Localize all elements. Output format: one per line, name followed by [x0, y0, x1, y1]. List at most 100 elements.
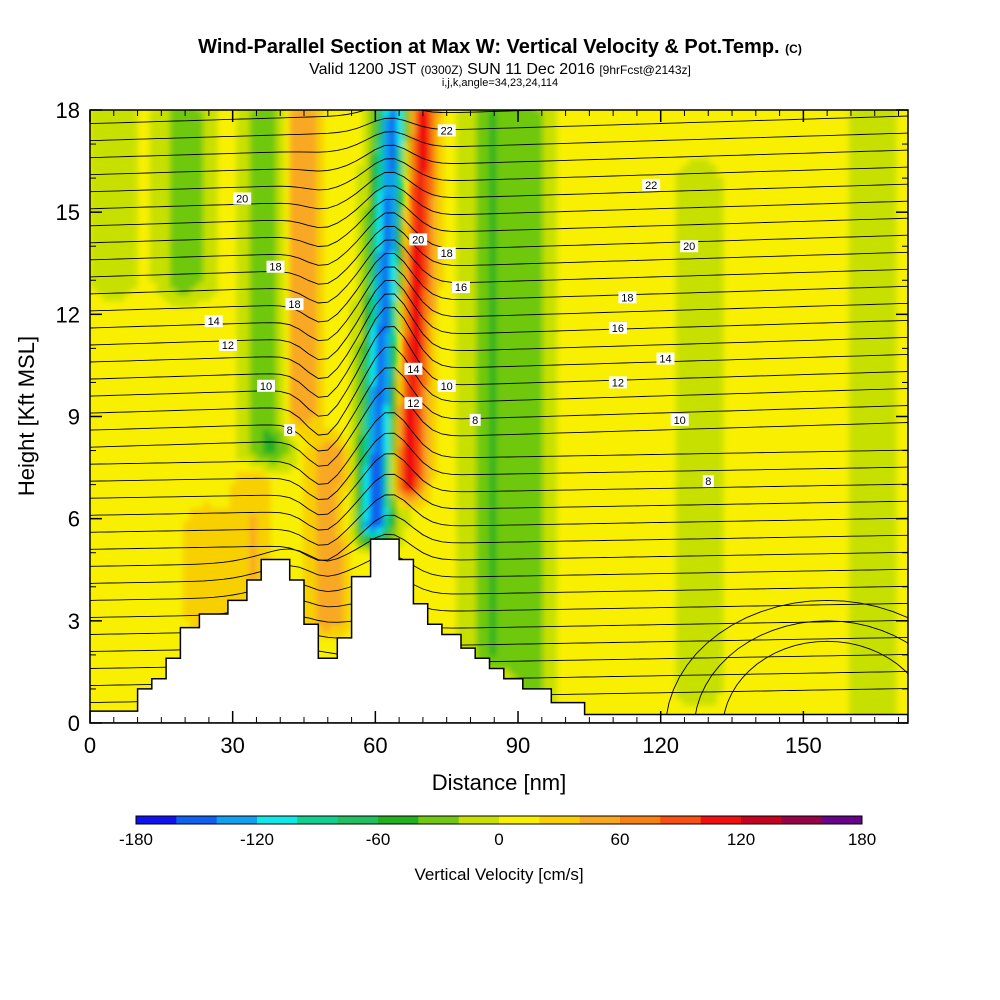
- velocity-cell: [209, 600, 218, 608]
- velocity-cell: [389, 140, 398, 148]
- velocity-cell: [709, 441, 717, 448]
- velocity-cell: [163, 281, 171, 289]
- velocity-cell: [289, 324, 298, 332]
- velocity-cell: [502, 637, 511, 645]
- velocity-cell: [309, 293, 318, 301]
- velocity-cell: [849, 680, 857, 687]
- velocity-cell: [383, 459, 391, 467]
- velocity-cell: [149, 251, 158, 258]
- velocity-cell: [409, 128, 418, 136]
- velocity-cell: [542, 251, 551, 258]
- velocity-cell: [336, 612, 344, 620]
- velocity-cell: [123, 189, 131, 197]
- velocity-cell: [536, 318, 544, 326]
- velocity-cell: [516, 624, 524, 632]
- velocity-cell: [456, 422, 464, 430]
- velocity-cell: [363, 300, 371, 307]
- velocity-cell: [316, 140, 324, 148]
- velocity-cell: [263, 165, 271, 173]
- velocity-cell: [476, 624, 484, 632]
- velocity-cell: [462, 441, 471, 448]
- velocity-cell: [549, 526, 557, 534]
- velocity-cell: [849, 434, 857, 442]
- velocity-cell: [149, 257, 158, 264]
- velocity-cell: [549, 202, 557, 209]
- velocity-cell: [509, 244, 517, 252]
- velocity-cell: [682, 410, 691, 418]
- velocity-cell: [522, 410, 531, 418]
- velocity-cell: [469, 594, 477, 602]
- velocity-cell: [196, 582, 204, 589]
- velocity-cell: [502, 502, 511, 510]
- velocity-cell: [849, 257, 857, 264]
- velocity-cell: [542, 336, 551, 344]
- velocity-cell: [296, 336, 304, 344]
- velocity-cell: [522, 349, 531, 356]
- velocity-cell: [496, 318, 504, 326]
- velocity-cell: [542, 208, 551, 215]
- velocity-cell: [402, 342, 411, 350]
- velocity-cell: [103, 159, 111, 166]
- velocity-cell: [289, 220, 298, 228]
- velocity-cell: [536, 643, 544, 651]
- velocity-cell: [715, 490, 724, 497]
- velocity-cell: [116, 128, 125, 136]
- chart-title-tag: (C): [785, 42, 802, 56]
- velocity-cell: [695, 159, 704, 166]
- velocity-cell: [336, 624, 344, 632]
- velocity-cell: [549, 342, 557, 350]
- velocity-cell: [243, 367, 251, 375]
- velocity-cell: [709, 238, 717, 246]
- velocity-cell: [416, 146, 424, 154]
- velocity-cell: [482, 385, 491, 393]
- velocity-cell: [203, 257, 211, 264]
- velocity-cell: [356, 520, 364, 528]
- velocity-cell: [356, 165, 364, 173]
- velocity-cell: [236, 287, 244, 295]
- velocity-cell: [862, 533, 870, 540]
- velocity-cell: [183, 177, 191, 185]
- velocity-cell: [236, 428, 244, 436]
- velocity-cell: [849, 520, 857, 528]
- velocity-cell: [849, 208, 857, 215]
- velocity-cell: [422, 355, 431, 363]
- velocity-cell: [402, 428, 411, 436]
- velocity-cell: [489, 306, 497, 314]
- velocity-cell: [482, 441, 491, 448]
- velocity-cell: [396, 152, 404, 160]
- velocity-cell: [189, 618, 198, 626]
- velocity-cell: [369, 490, 378, 497]
- velocity-cell: [429, 232, 438, 240]
- velocity-cell: [383, 300, 391, 307]
- velocity-cell: [396, 441, 404, 448]
- velocity-cell: [196, 514, 204, 522]
- velocity-cell: [276, 404, 284, 412]
- velocity-cell: [509, 251, 517, 258]
- velocity-cell: [296, 116, 304, 123]
- velocity-cell: [542, 330, 551, 338]
- velocity-cell: [243, 453, 251, 461]
- velocity-cell: [509, 183, 517, 191]
- velocity-cell: [183, 159, 191, 166]
- velocity-cell: [363, 349, 371, 356]
- velocity-cell: [549, 637, 557, 645]
- velocity-cell: [482, 526, 491, 534]
- velocity-cell: [695, 404, 704, 412]
- velocity-cell: [396, 379, 404, 387]
- velocity-cell: [469, 551, 477, 559]
- velocity-cell: [243, 508, 251, 516]
- velocity-cell: [469, 545, 477, 553]
- velocity-cell: [156, 134, 165, 142]
- velocity-cell: [849, 373, 857, 381]
- velocity-cell: [482, 373, 491, 381]
- velocity-cell: [509, 582, 517, 589]
- velocity-cell: [203, 146, 211, 154]
- velocity-cell: [416, 410, 424, 418]
- velocity-cell: [462, 410, 471, 418]
- velocity-cell: [129, 177, 138, 185]
- velocity-cell: [163, 244, 171, 252]
- velocity-cell: [249, 502, 258, 510]
- velocity-cell: [862, 275, 870, 283]
- velocity-cell: [389, 257, 398, 264]
- velocity-cell: [183, 244, 191, 252]
